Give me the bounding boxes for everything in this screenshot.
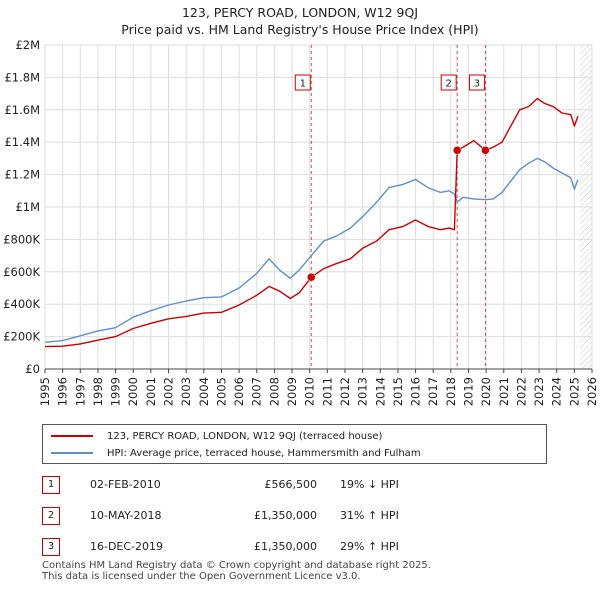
x-tick-label: 2013 xyxy=(356,377,370,406)
x-tick-label: 2022 xyxy=(514,377,528,406)
x-tick-label: 2012 xyxy=(338,377,352,406)
property-series-line xyxy=(44,97,579,348)
y-tick-label: £400K xyxy=(3,297,40,311)
x-tick-label: 2019 xyxy=(461,377,475,406)
sale-row-1: 1 02-FEB-2010 £566,500 19% ↓ HPI xyxy=(42,476,582,496)
sale-price-1: £566,500 xyxy=(264,478,318,491)
y-tick-label: £0 xyxy=(25,362,40,376)
sale-row-2: 2 10-MAY-2018 £1,350,000 31% ↑ HPI xyxy=(42,507,582,527)
x-tick-label: 2016 xyxy=(409,377,423,406)
y-tick-label: £1.2M xyxy=(4,168,40,182)
x-tick-label: 2011 xyxy=(320,377,334,406)
sale-flag-box xyxy=(468,74,485,91)
sale-hpi-2: 31% ↑ HPI xyxy=(340,509,399,522)
x-tick-label: 2005 xyxy=(214,377,228,406)
x-tick-label: 2017 xyxy=(426,377,440,406)
x-tick-label: 1995 xyxy=(38,377,52,406)
y-tick-label: £1.8M xyxy=(4,70,40,84)
sale-hpi-3: 29% ↑ HPI xyxy=(340,540,399,553)
footer-attribution: Contains HM Land Registry data © Crown c… xyxy=(42,560,431,582)
x-tick-label: 2000 xyxy=(126,377,140,406)
x-tick-label: 1996 xyxy=(56,377,70,406)
x-tick-label: 1997 xyxy=(73,377,87,406)
sale-date-3: 16-DEC-2019 xyxy=(90,540,164,553)
y-tick-label: £600K xyxy=(3,265,40,279)
x-tick-label: 2003 xyxy=(179,377,193,406)
y-tick-label: £1.6M xyxy=(4,103,40,117)
x-tick-label: 2026 xyxy=(585,377,599,406)
sale-marker-2: 2 xyxy=(42,507,60,525)
y-tick-label: £2M xyxy=(15,38,40,52)
x-tick-label: 2001 xyxy=(144,377,158,406)
chart-title: 123, PERCY ROAD, LONDON, W12 9QJ Price p… xyxy=(0,4,600,38)
y-tick-label: £200K xyxy=(3,330,40,344)
x-tick-label: 1999 xyxy=(109,377,123,406)
sale-point xyxy=(481,146,490,155)
sale-flag-label: 3 xyxy=(474,79,480,90)
x-tick-label: 1998 xyxy=(91,377,105,406)
x-tick-label: 2008 xyxy=(267,377,281,406)
sale-point xyxy=(307,272,316,282)
sale-hpi-1: 19% ↓ HPI xyxy=(340,478,399,491)
x-tick-label: 2023 xyxy=(532,377,546,406)
sale-row-3: 3 16-DEC-2019 £1,350,000 29% ↑ HPI xyxy=(42,538,582,558)
x-tick-label: 2009 xyxy=(285,377,299,406)
legend-item-hpi: HPI: Average price, terraced house, Hamm… xyxy=(51,446,421,460)
y-tick-label: £1M xyxy=(15,200,40,214)
legend-swatch-hpi xyxy=(51,452,93,454)
x-tick-label: 2021 xyxy=(497,377,511,406)
sale-price-2: £1,350,000 xyxy=(254,509,317,522)
sale-point xyxy=(452,146,462,155)
sale-marker-3: 3 xyxy=(42,538,60,556)
y-tick-label: £1.4M xyxy=(4,135,40,149)
x-tick-label: 2002 xyxy=(162,377,176,406)
legend-item-property: 123, PERCY ROAD, LONDON, W12 9QJ (terrac… xyxy=(51,429,382,443)
y-tick-label: £800K xyxy=(3,232,40,246)
sale-date-2: 10-MAY-2018 xyxy=(90,509,162,522)
x-tick-label: 2014 xyxy=(373,377,387,406)
footer-line2: This data is licensed under the Open Gov… xyxy=(42,571,361,582)
sale-flag-box xyxy=(294,74,311,91)
x-tick-label: 2004 xyxy=(197,377,211,406)
x-tick-label: 2025 xyxy=(567,377,581,406)
legend-label-hpi: HPI: Average price, terraced house, Hamm… xyxy=(107,447,421,459)
x-tick-label: 2018 xyxy=(444,377,458,406)
sale-price-3: £1,350,000 xyxy=(254,540,317,553)
sale-date-1: 02-FEB-2010 xyxy=(90,478,161,491)
chart-title-line2: Price paid vs. HM Land Registry's House … xyxy=(121,22,479,37)
legend-label-property: 123, PERCY ROAD, LONDON, W12 9QJ (terrac… xyxy=(107,430,383,442)
chart-legend: 123, PERCY ROAD, LONDON, W12 9QJ (terrac… xyxy=(42,424,547,464)
x-tick-label: 2020 xyxy=(479,377,493,406)
sale-flag-box xyxy=(440,74,457,91)
sale-flag-label: 2 xyxy=(446,79,452,90)
footer-line1: Contains HM Land Registry data © Crown c… xyxy=(42,560,431,571)
sale-flag-label: 1 xyxy=(300,79,306,90)
x-tick-label: 2006 xyxy=(232,377,246,406)
chart-title-line1: 123, PERCY ROAD, LONDON, W12 9QJ xyxy=(181,5,419,20)
x-tick-label: 2015 xyxy=(391,377,405,406)
legend-swatch-property xyxy=(51,435,93,437)
hpi-series-line xyxy=(44,157,579,343)
x-tick-label: 2024 xyxy=(550,377,564,406)
x-tick-label: 2010 xyxy=(303,377,317,406)
price-chart: 1 2 3 £0 £200K £400K £600K £800K £1M £1.2M £1.4M £1… xyxy=(3,38,599,406)
x-tick-label: 2007 xyxy=(250,377,264,406)
sale-marker-1: 1 xyxy=(42,476,60,494)
